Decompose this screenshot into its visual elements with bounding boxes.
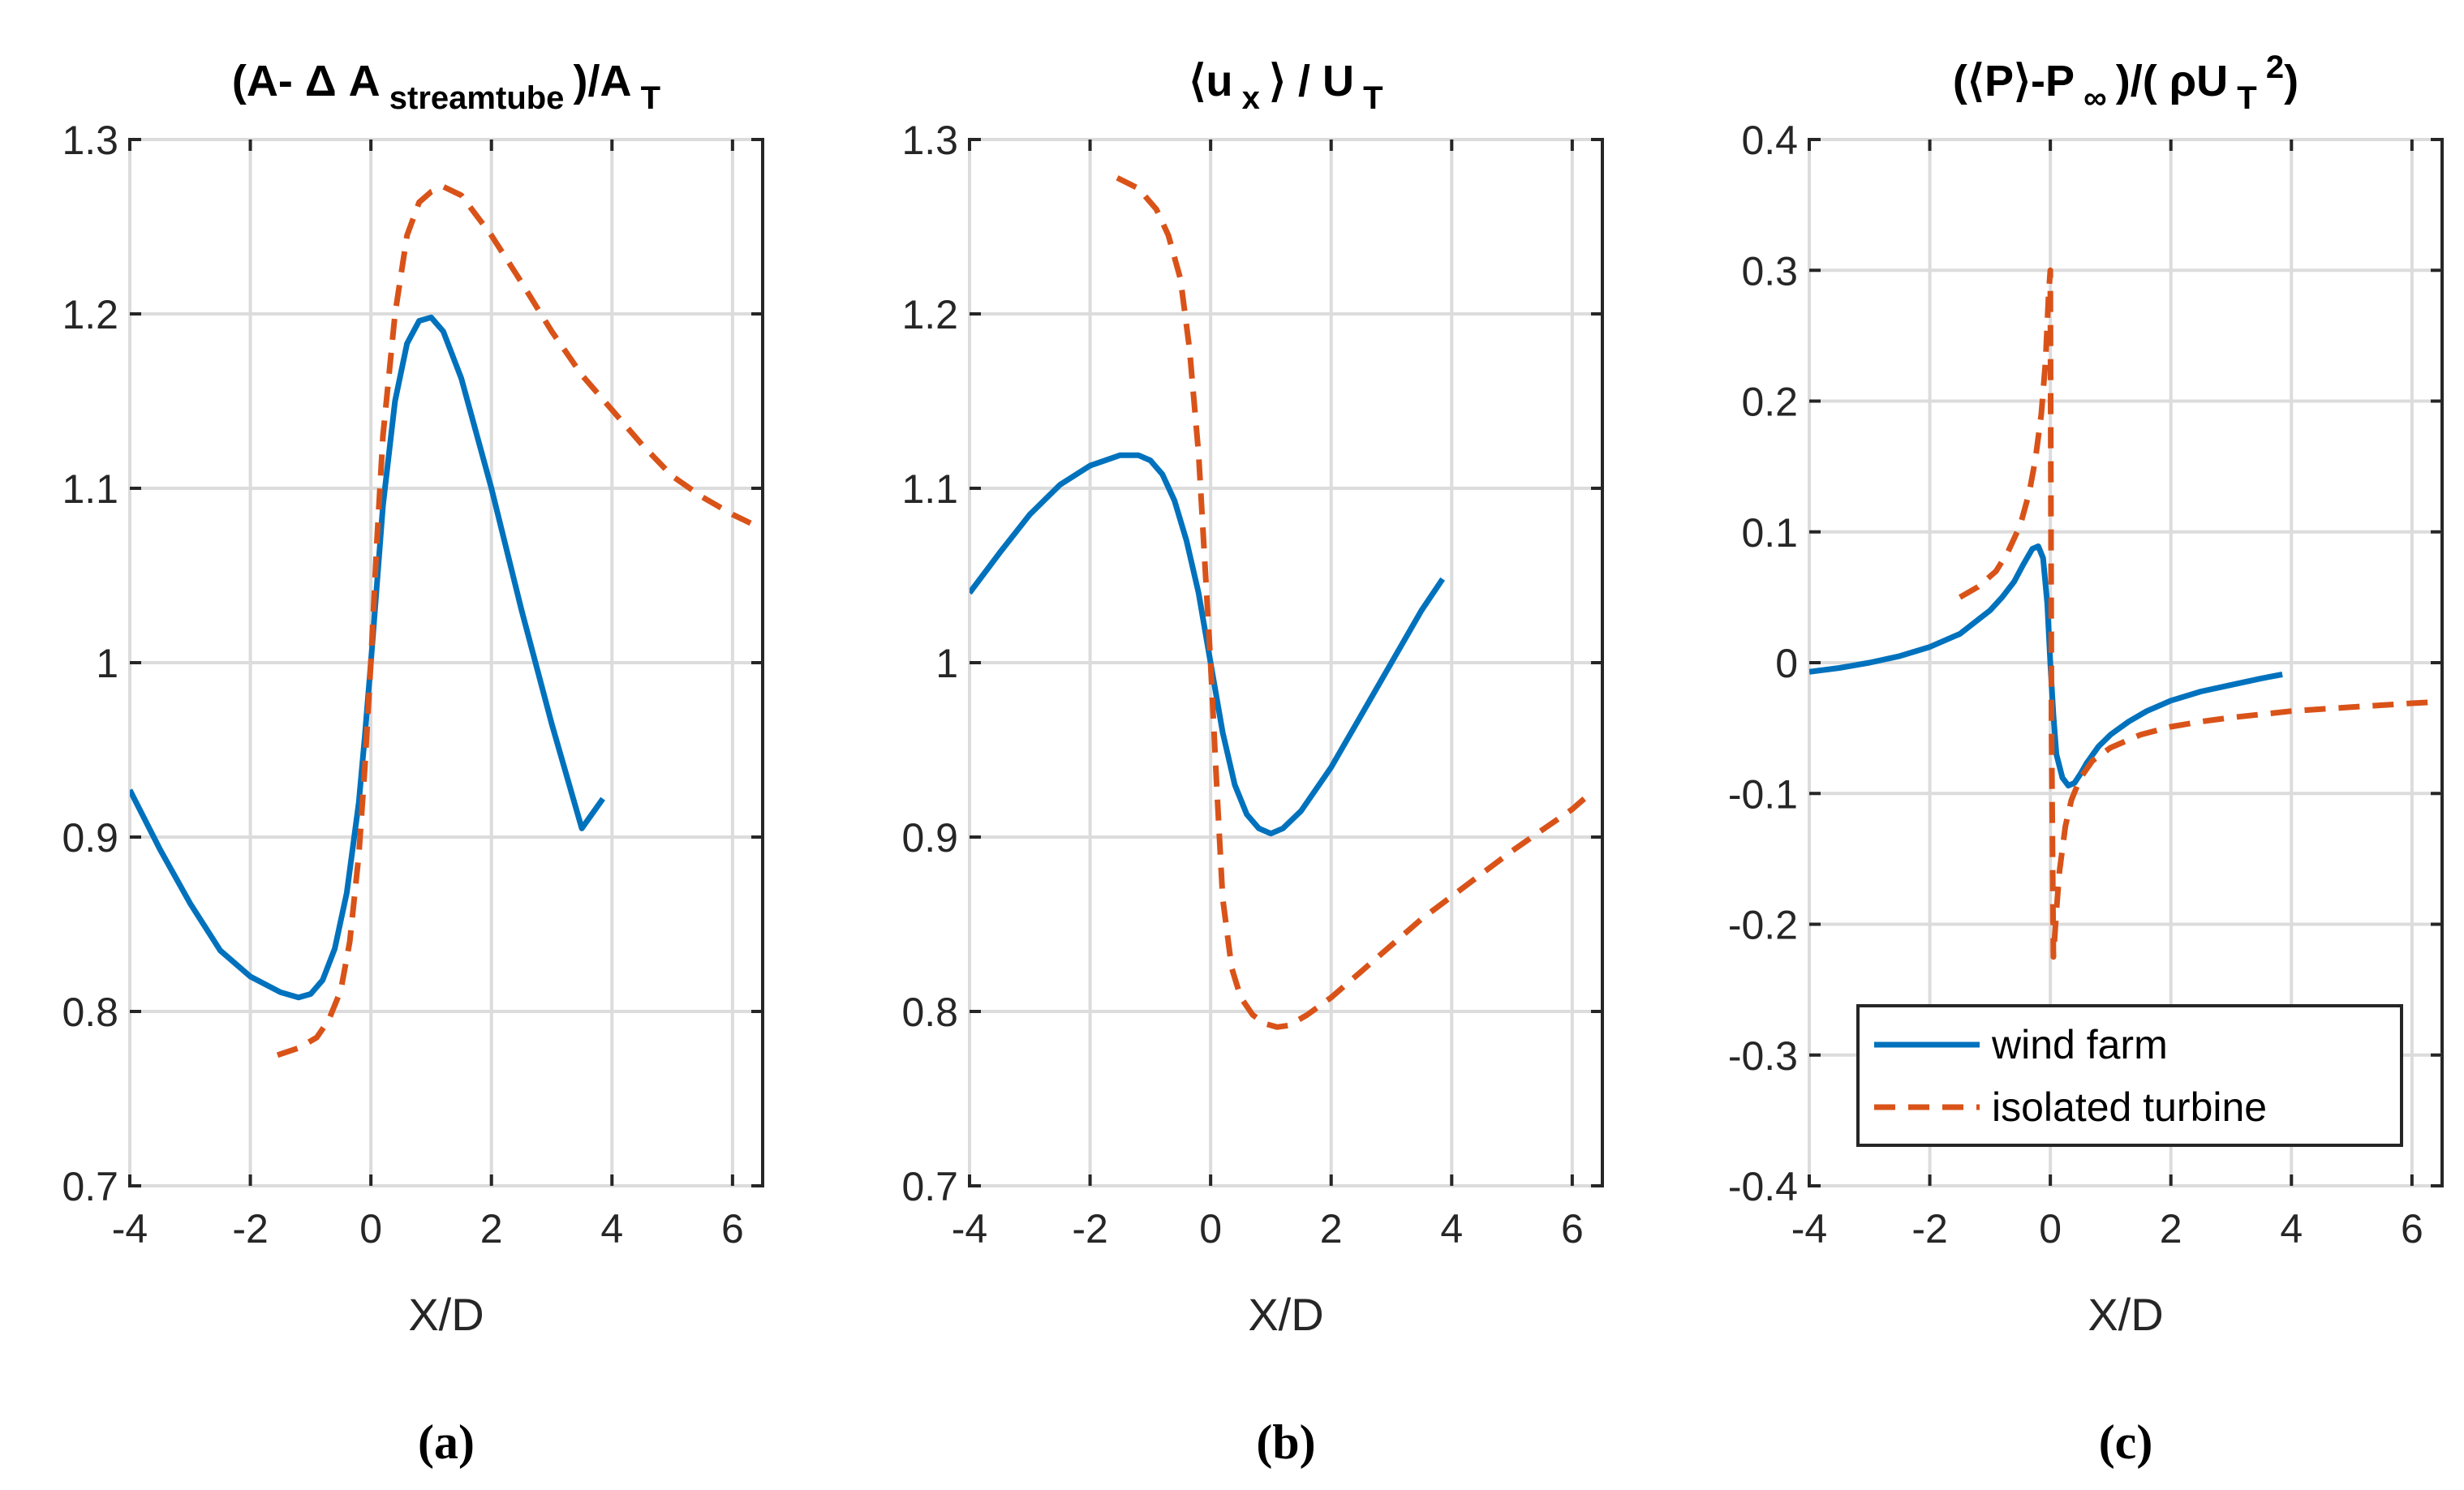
y-tick-label: 0.9	[901, 815, 958, 861]
y-tick-label: 1.2	[62, 292, 118, 337]
series-b	[970, 175, 1586, 1030]
x-tick-label: -4	[952, 1206, 987, 1252]
title-c: (⟨P⟩-P ∞ )/( ρU T 2)	[1953, 49, 2298, 116]
chart-title-pre: (A- Δ A	[232, 57, 381, 105]
x-tick-label: 4	[1440, 1206, 1463, 1252]
y-tick-label: 1	[96, 641, 118, 686]
chart-title: (A- Δ A streamtube )/A T	[232, 57, 660, 116]
y-tick-label: 0.4	[1741, 118, 1798, 163]
chart-title-sub1: x	[1232, 80, 1268, 116]
panel-b: -4 -2 0 2 4 6 0.7 0.8 0.9 1 1.1 1.2 1.3 ⟨u x ⟩ / U T…	[901, 57, 1604, 1469]
chart-title: ⟨u x ⟩ / U T	[1189, 57, 1383, 116]
chart-title-mid: )/A	[574, 57, 632, 105]
x-axis-label-c: X/D	[2088, 1289, 2163, 1340]
x-tick-label: 0	[1199, 1206, 1222, 1252]
legend-box	[1856, 1004, 2403, 1147]
chart-title-sub2: T	[632, 80, 661, 116]
series-line-wind-farm	[970, 452, 1446, 837]
y-tick-label: -0.1	[1728, 771, 1798, 817]
x-tick-label: 4	[600, 1206, 623, 1252]
y-tick-label: 0	[1775, 641, 1798, 686]
ticks-c: -4 -2 0 2 4 6 -0.4 -0.3 -0.2 -0.1 0 0.1 0.2 0.3 0.4	[1728, 118, 2442, 1252]
legend: wind farm isolated turbine	[1856, 1004, 2403, 1147]
chart-title: (⟨P⟩-P ∞ )/( ρU T 2)	[1953, 49, 2298, 116]
chart-title-sup: 2	[2266, 49, 2284, 85]
x-tick-label: 6	[1561, 1206, 1584, 1252]
panel-a: -4 -2 0 2 4 6 0.7 0.8 0.9 1 1.1 1.2 1.3 (A- Δ A stre…	[62, 57, 764, 1469]
y-tick-label: 0.3	[1741, 248, 1798, 294]
series-line-isolated-turbine	[1958, 267, 2436, 960]
chart-title-sub1: ∞	[2075, 80, 2116, 116]
ticks-a: -4 -2 0 2 4 6 0.7 0.8 0.9 1 1.1 1.2 1.3	[62, 118, 763, 1252]
series-clip	[970, 175, 1586, 1030]
y-tick-label: 1.1	[901, 466, 958, 512]
y-tick-label: -0.3	[1728, 1033, 1798, 1079]
y-tick-label: 0.8	[901, 990, 958, 1035]
x-tick-label: -4	[1791, 1206, 1827, 1252]
chart-title-sub1: streamtube	[381, 80, 574, 116]
panel-c: -4 -2 0 2 4 6 -0.4 -0.3 -0.2 -0.1 0 0.1 0.2 0.3 0.4 (⟨…	[1728, 49, 2444, 1469]
y-tick-label: -0.4	[1728, 1164, 1798, 1209]
title-b: ⟨u x ⟩ / U T	[1189, 57, 1383, 116]
x-tick-label: 2	[2160, 1206, 2182, 1252]
chart-title-pre: (⟨P⟩-P	[1953, 57, 2075, 105]
x-tick-label: 2	[480, 1206, 503, 1252]
x-tick-label: -4	[112, 1206, 148, 1252]
chart-title-mid: )/( ρU	[2116, 57, 2228, 105]
x-tick-label: 0	[2039, 1206, 2062, 1252]
y-tick-label: 0.7	[901, 1164, 958, 1209]
y-tick-label: -0.2	[1728, 903, 1798, 948]
chart-title-post: )	[2284, 57, 2298, 105]
x-axis-label-a: X/D	[408, 1289, 484, 1340]
series-a	[130, 183, 752, 1058]
legend-label-wind-farm: wind farm	[1991, 1022, 2168, 1067]
series-clip	[130, 183, 752, 1058]
legend-label-isolated-turbine: isolated turbine	[1992, 1084, 2267, 1130]
series-line-isolated-turbine	[1116, 175, 1586, 1030]
x-tick-label: 0	[359, 1206, 382, 1252]
x-tick-label: 6	[721, 1206, 744, 1252]
series-line-isolated-turbine	[276, 183, 752, 1058]
y-tick-label: 0.7	[62, 1164, 118, 1209]
x-tick-label: -2	[1911, 1206, 1947, 1252]
y-tick-label: 1	[935, 641, 958, 686]
y-tick-label: 0.2	[1741, 380, 1798, 425]
x-tick-label: -2	[232, 1206, 268, 1252]
chart-title-pre: ⟨u	[1189, 57, 1232, 105]
x-tick-label: -2	[1072, 1206, 1107, 1252]
y-tick-label: 1.3	[62, 118, 118, 163]
panel-caption-a: (a)	[418, 1415, 475, 1469]
chart-title-sub2: T	[1354, 80, 1383, 116]
chart-title-mid: ⟩ / U	[1269, 57, 1354, 105]
x-tick-label: 4	[2280, 1206, 2303, 1252]
ticks-b: -4 -2 0 2 4 6 0.7 0.8 0.9 1 1.1 1.2 1.3	[901, 118, 1602, 1252]
series-clip	[1809, 267, 2436, 960]
x-axis-label-b: X/D	[1248, 1289, 1323, 1340]
y-tick-label: 0.9	[62, 815, 118, 861]
y-tick-label: 1.3	[901, 118, 958, 163]
y-tick-label: 0.8	[62, 990, 118, 1035]
y-tick-label: 1.1	[62, 466, 118, 512]
y-tick-label: 0.1	[1741, 510, 1798, 556]
x-tick-label: 6	[2401, 1206, 2423, 1252]
y-tick-label: 1.2	[901, 292, 958, 337]
panel-caption-c: (c)	[2099, 1415, 2153, 1469]
x-tick-label: 2	[1320, 1206, 1343, 1252]
title-a: (A- Δ A streamtube )/A T	[232, 57, 660, 116]
series-c	[1809, 267, 2436, 960]
chart-title-sub2: T	[2228, 80, 2266, 116]
panel-caption-b: (b)	[1256, 1415, 1315, 1469]
